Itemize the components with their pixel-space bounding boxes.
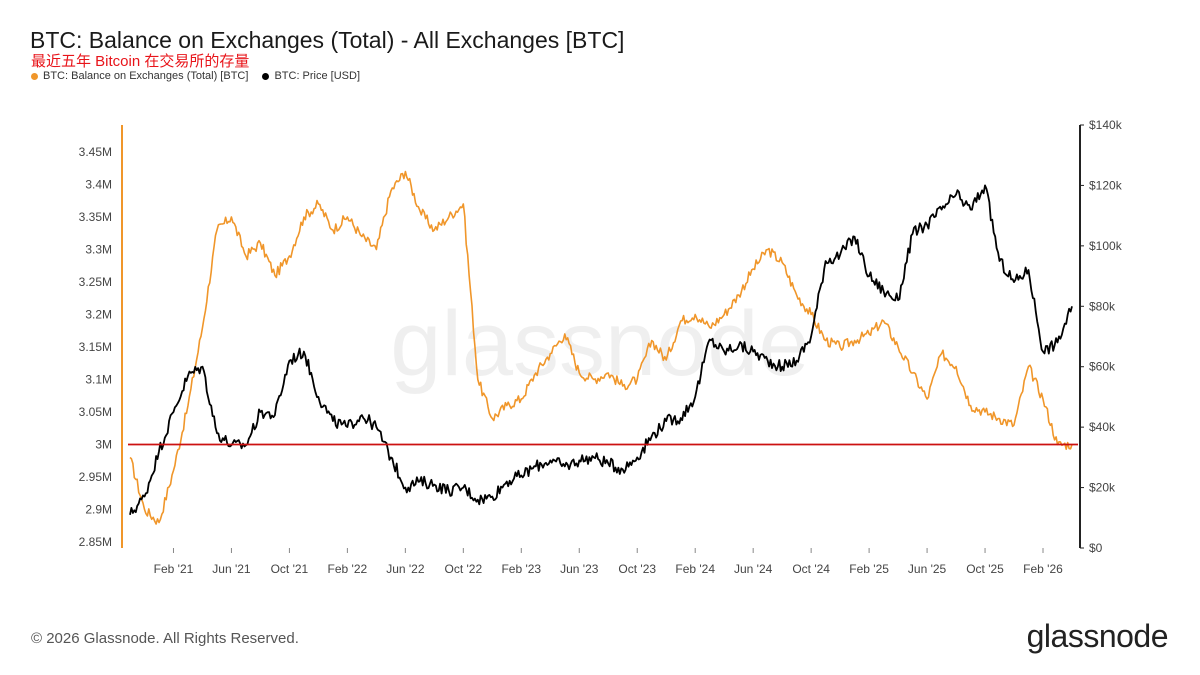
x-tick-label: Jun '23 xyxy=(560,562,599,576)
copyright-text: © 2026 Glassnode. All Rights Reserved. xyxy=(31,630,299,647)
x-tick-label: Feb '25 xyxy=(849,562,889,576)
series-layer xyxy=(129,170,1073,525)
x-tick-label: Jun '24 xyxy=(734,562,773,576)
legend: BTC: Balance on Exchanges (Total) [BTC] … xyxy=(31,70,360,82)
x-axis: Feb '21 Jun '21 Oct '21 Feb '22 Jun '22 Oct '… xyxy=(154,548,1063,576)
x-tick-label: Oct '22 xyxy=(445,562,483,576)
legend-label-price: BTC: Price [USD] xyxy=(274,70,361,82)
left-tick-label: 3.35M xyxy=(79,210,112,224)
right-tick-label: $80k xyxy=(1089,299,1116,313)
x-tick-label: Feb '24 xyxy=(675,562,715,576)
x-tick-label: Oct '23 xyxy=(618,562,656,576)
x-tick-label: Feb '23 xyxy=(501,562,541,576)
right-tick-label: $60k xyxy=(1089,360,1116,374)
x-tick-label: Feb '21 xyxy=(154,562,194,576)
left-tick-label: 2.9M xyxy=(85,503,112,517)
series-line-balance xyxy=(129,170,1073,525)
series-line-price xyxy=(129,184,1073,515)
right-tick-label: $120k xyxy=(1089,178,1123,192)
x-tick-label: Oct '24 xyxy=(792,562,830,576)
x-tick-label: Feb '26 xyxy=(1023,562,1063,576)
legend-label-balance: BTC: Balance on Exchanges (Total) [BTC] xyxy=(43,70,249,82)
left-tick-label: 2.95M xyxy=(79,470,112,484)
x-tick-label: Feb '22 xyxy=(328,562,368,576)
legend-item-balance[interactable]: BTC: Balance on Exchanges (Total) [BTC] xyxy=(31,70,248,82)
left-tick-label: 3M xyxy=(95,438,112,452)
left-tick-label: 3.1M xyxy=(85,373,112,387)
right-tick-label: $0 xyxy=(1089,541,1103,555)
left-tick-label: 3.25M xyxy=(79,275,112,289)
legend-dot-balance xyxy=(31,72,38,80)
glassnode-logo: glassnode xyxy=(1026,618,1169,654)
x-tick-label: Oct '21 xyxy=(271,562,309,576)
right-axis: $0 $20k $40k $60k $80k $100k $120k $140k xyxy=(1079,118,1123,555)
left-tick-label: 3.05M xyxy=(79,405,112,419)
legend-item-price[interactable]: BTC: Price [USD] xyxy=(262,70,360,82)
legend-dot-price xyxy=(262,72,270,80)
x-tick-label: Jun '21 xyxy=(212,562,251,576)
left-axis: 2.85M 2.9M 2.95M 3M 3.05M 3.1M 3.15M 3.2M 3.25M 3… xyxy=(79,125,123,549)
right-tick-label: $140k xyxy=(1089,118,1123,132)
chart-subtitle: 最近五年 Bitcoin 在交易所的存量 xyxy=(31,53,250,70)
left-tick-label: 3.2M xyxy=(85,308,112,322)
left-tick-label: 3.45M xyxy=(79,145,112,159)
left-tick-label: 3.15M xyxy=(79,340,112,354)
right-tick-label: $20k xyxy=(1089,481,1116,495)
chart-title: BTC: Balance on Exchanges (Total) - All … xyxy=(30,27,625,53)
x-tick-label: Jun '22 xyxy=(386,562,425,576)
left-tick-label: 2.85M xyxy=(79,535,112,549)
left-tick-label: 3.4M xyxy=(85,178,112,192)
right-tick-label: $100k xyxy=(1089,239,1123,253)
right-tick-label: $40k xyxy=(1089,420,1116,434)
left-tick-label: 3.3M xyxy=(85,243,112,257)
x-tick-label: Oct '25 xyxy=(966,562,1004,576)
x-tick-label: Jun '25 xyxy=(908,562,947,576)
